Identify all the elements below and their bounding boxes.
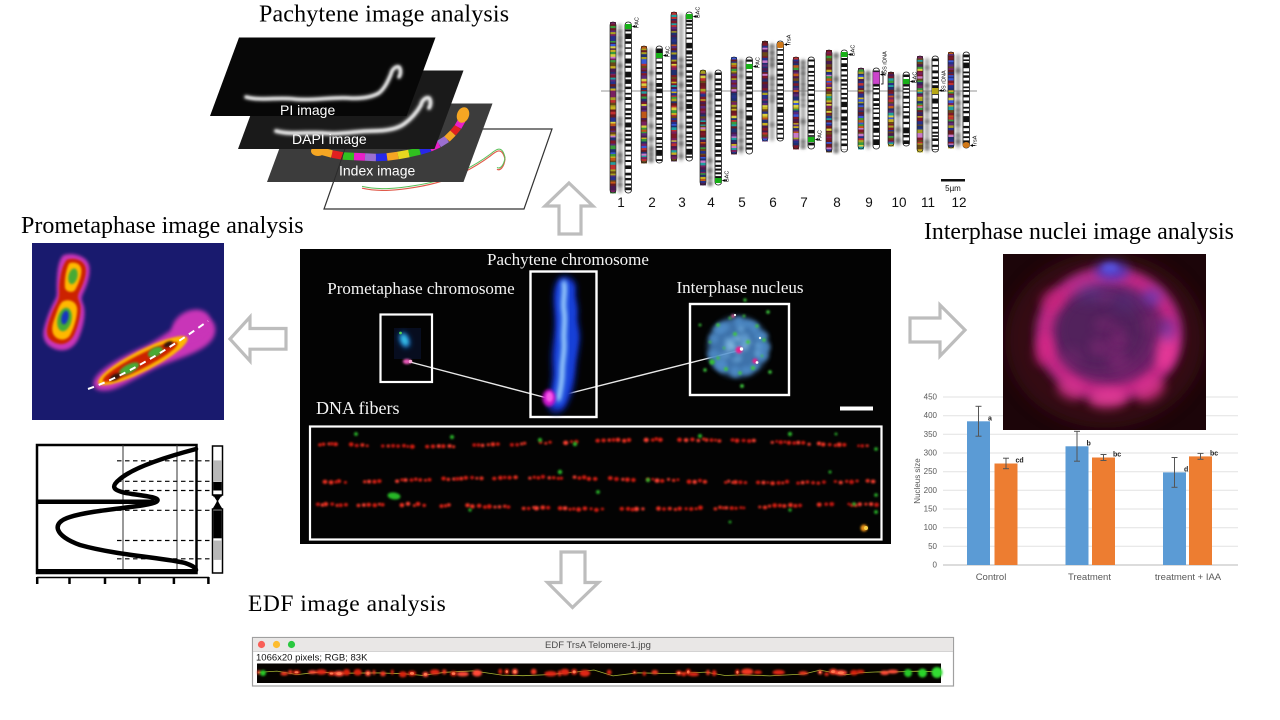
svg-text:10: 10 <box>891 195 906 210</box>
svg-text:BAC: BAC <box>725 171 731 182</box>
svg-text:Nucleus size: Nucleus size <box>913 458 922 504</box>
svg-text:50: 50 <box>928 542 937 551</box>
svg-text:DAPI image: DAPI image <box>292 131 367 147</box>
svg-text:PAC: PAC <box>818 130 824 141</box>
svg-text:350: 350 <box>924 430 938 439</box>
svg-text:Prometaphase chromosome: Prometaphase chromosome <box>327 279 514 298</box>
svg-text:Treatment: Treatment <box>1068 572 1111 583</box>
svg-text:45S rDNA: 45S rDNA <box>883 51 889 76</box>
svg-text:Pachytene image analysis: Pachytene image analysis <box>259 2 509 28</box>
svg-text:1066x20 pixels; RGB; 83K: 1066x20 pixels; RGB; 83K <box>256 653 368 664</box>
svg-text:EDF image analysis: EDF image analysis <box>248 591 446 617</box>
svg-text:PAC: PAC <box>635 17 641 28</box>
svg-text:TrsA: TrsA <box>787 34 793 46</box>
svg-text:a: a <box>988 415 992 422</box>
svg-text:1: 1 <box>617 195 625 210</box>
svg-text:cd: cd <box>1016 458 1024 465</box>
svg-text:BAC: BAC <box>851 45 857 56</box>
svg-text:450: 450 <box>924 393 938 402</box>
svg-text:d: d <box>1184 466 1188 473</box>
svg-text:200: 200 <box>924 486 938 495</box>
svg-text:100: 100 <box>924 523 938 532</box>
svg-text:Pachytene chromosome: Pachytene chromosome <box>487 250 649 269</box>
svg-text:BAC: BAC <box>696 7 702 18</box>
svg-text:150: 150 <box>924 505 938 514</box>
svg-text:Interphase nucleus: Interphase nucleus <box>677 278 804 297</box>
svg-text:5µm: 5µm <box>945 184 961 193</box>
svg-text:400: 400 <box>924 411 938 420</box>
svg-text:Control: Control <box>976 572 1007 583</box>
svg-text:Prometaphase image analysis: Prometaphase image analysis <box>21 213 304 239</box>
svg-text:11: 11 <box>921 195 935 210</box>
svg-text:EDF TrsA Telomere-1.jpg: EDF TrsA Telomere-1.jpg <box>545 640 651 651</box>
svg-text:0: 0 <box>933 561 938 570</box>
svg-text:8: 8 <box>833 195 841 210</box>
svg-text:12: 12 <box>951 195 966 210</box>
svg-text:3: 3 <box>678 195 686 210</box>
svg-text:2: 2 <box>648 195 656 210</box>
svg-text:BAC: BAC <box>913 72 919 83</box>
svg-text:9: 9 <box>865 195 873 210</box>
svg-text:6: 6 <box>769 195 777 210</box>
svg-text:4: 4 <box>707 195 715 210</box>
svg-text:bc: bc <box>1113 452 1121 459</box>
svg-text:PI image: PI image <box>280 102 335 118</box>
svg-text:7: 7 <box>800 195 808 210</box>
svg-text:Interphase nuclei image analys: Interphase nuclei image analysis <box>924 219 1234 245</box>
svg-text:5: 5 <box>738 195 746 210</box>
svg-text:bc: bc <box>1210 450 1218 457</box>
svg-text:TrsA: TrsA <box>973 135 979 147</box>
svg-text:PAC: PAC <box>666 46 672 57</box>
svg-text:DNA fibers: DNA fibers <box>316 398 400 418</box>
svg-text:5S rDNA: 5S rDNA <box>942 70 948 92</box>
svg-text:treatment + IAA: treatment + IAA <box>1155 572 1222 583</box>
svg-text:Index image: Index image <box>339 163 415 179</box>
svg-text:PAC: PAC <box>756 57 762 68</box>
svg-text:250: 250 <box>924 467 938 476</box>
svg-text:b: b <box>1087 440 1091 447</box>
svg-text:300: 300 <box>924 449 938 458</box>
